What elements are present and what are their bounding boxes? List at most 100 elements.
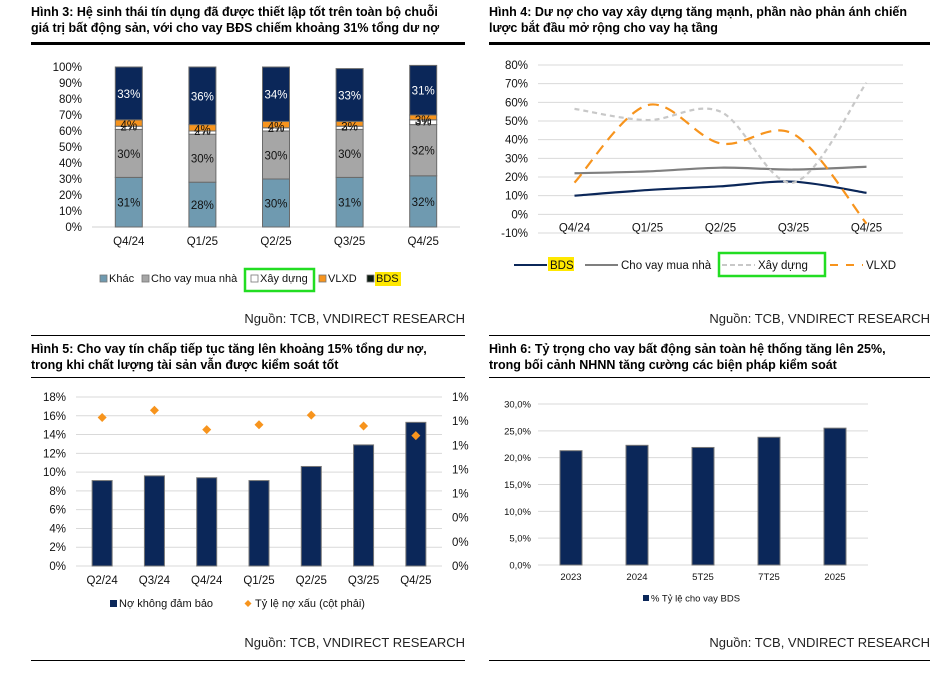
fig6-source: Nguồn: TCB, VNDIRECT RESEARCH	[709, 635, 930, 650]
y-tick-label: 4%	[49, 523, 66, 535]
y-tick-label: 20%	[59, 190, 82, 202]
fig5-source: Nguồn: TCB, VNDIRECT RESEARCH	[244, 635, 465, 650]
y-tick-label: 50%	[505, 116, 528, 128]
data-label: 36%	[191, 91, 214, 103]
data-label: 34%	[264, 90, 287, 102]
bar-no-khong-dam-bao	[405, 421, 427, 567]
y2-tick-label: 0%	[452, 561, 469, 573]
y2-tick-label: 0%	[452, 537, 469, 549]
legend-label: VLXD	[328, 273, 357, 285]
x-tick-label: Q2/24	[86, 575, 118, 587]
legend-swatch	[250, 274, 259, 283]
x-tick-label: Q1/25	[187, 236, 218, 248]
fig5-top-rule	[31, 335, 465, 336]
data-label: 31%	[117, 198, 140, 210]
bar-segment-cho-vay-mua-nhà	[114, 128, 143, 178]
bar-segment-bds	[262, 66, 290, 122]
y-tick-label: 100%	[53, 62, 82, 74]
bar-no-khong-dam-bao	[353, 444, 375, 567]
legend-label: BDS	[550, 260, 574, 272]
data-label: 31%	[338, 198, 361, 210]
y-tick-label: 25,0%	[504, 426, 531, 437]
legend-label: BDS	[376, 273, 399, 285]
legend-swatch	[99, 274, 108, 283]
data-label: 33%	[117, 89, 140, 101]
y-tick-label: 0%	[49, 561, 66, 573]
y-tick-label: 60%	[505, 97, 528, 109]
fig6-top-rule	[489, 335, 930, 336]
series-line-bds	[574, 180, 867, 197]
series-line-cho-vay-mua-nhà	[574, 165, 867, 175]
fig5-bottom-rule	[31, 660, 465, 661]
data-label: 3%	[341, 121, 358, 133]
x-tick-label: Q4/25	[851, 222, 882, 234]
y-tick-label: 40%	[59, 158, 82, 170]
legend-label: Cho vay mua nhà	[151, 273, 238, 285]
y-tick-label: 30%	[505, 153, 528, 165]
y-tick-label: -10%	[501, 228, 528, 240]
data-label: 4%	[120, 120, 137, 132]
data-label: 30%	[264, 199, 287, 211]
y-tick-label: 6%	[49, 505, 66, 517]
marker-ty-le-no-xau	[254, 420, 264, 430]
marker-ty-le-no-xau	[411, 431, 421, 441]
data-label: 28%	[191, 200, 214, 212]
legend-highlight-box	[717, 251, 827, 278]
legend-label: Khác	[109, 273, 135, 285]
y-tick-label: 30,0%	[504, 400, 531, 411]
data-label: 4%	[268, 121, 285, 133]
legend-text-highlight	[375, 272, 401, 286]
data-label: 2%	[341, 121, 358, 133]
fig3-title: Hình 3: Hệ sinh thái tín dụng đã được th…	[31, 4, 439, 36]
x-tick-label: Q2/25	[296, 575, 327, 587]
y-tick-label: 20%	[505, 172, 528, 184]
legend-label: Nợ không đảm bảo	[119, 598, 213, 610]
y-tick-label: 20,0%	[504, 453, 531, 464]
y2-tick-label: 0%	[452, 513, 469, 525]
bar-ty-le-cho-vay-bds	[559, 450, 583, 566]
fig6-bottom-rule	[489, 660, 930, 661]
y-tick-label: 14%	[43, 430, 66, 442]
legend-swatch	[643, 595, 649, 601]
legend-swatch	[244, 600, 252, 607]
fig3-source: Nguồn: TCB, VNDIRECT RESEARCH	[244, 311, 465, 326]
fig3-title-line1: Hình 3: Hệ sinh thái tín dụng đã được th…	[31, 5, 438, 19]
y-tick-label: 10%	[505, 191, 528, 203]
fig4-title-line1: Hình 4: Dư nợ cho vay xây dựng tăng mạnh…	[489, 5, 908, 19]
bar-segment-cho-vay-mua-nhà	[409, 124, 438, 177]
bar-ty-le-cho-vay-bds	[625, 444, 649, 566]
legend-text-highlight	[548, 257, 574, 271]
y-tick-label: 50%	[59, 142, 82, 154]
x-tick-label: 2025	[824, 572, 845, 583]
bar-segment-cho-vay-mua-nhà	[335, 128, 364, 178]
y-tick-label: 10%	[43, 467, 66, 479]
fig3-title-line2: giá trị bất động sản, với cho vay BĐS ch…	[31, 21, 440, 35]
x-tick-label: Q4/25	[400, 575, 431, 587]
bar-segment-khác	[409, 175, 438, 228]
legend-swatch	[366, 274, 375, 283]
data-label: 32%	[412, 197, 435, 209]
y-tick-label: 90%	[59, 78, 82, 90]
bar-segment-bds	[409, 64, 438, 116]
x-tick-label: Q3/25	[778, 222, 809, 234]
y-tick-label: 30%	[59, 174, 82, 186]
legend-label: VLXD	[866, 260, 896, 272]
data-label: 31%	[412, 86, 435, 98]
marker-ty-le-no-xau	[97, 413, 107, 423]
fig3-chart: 0% 10% 20% 30% 40% 50% 60% 70% 80% 90% 100% 31% 30% 2…	[53, 62, 460, 293]
y-tick-label: 0,0%	[509, 561, 531, 572]
fig4-title-line2: lược bắt đầu mở rộng cho vay hạ tầng	[489, 21, 718, 35]
y-tick-label: 70%	[505, 79, 528, 91]
bar-segment-khác	[114, 176, 143, 228]
x-tick-label: Q4/24	[113, 236, 145, 248]
x-tick-label: 5T25	[692, 572, 714, 583]
bar-no-khong-dam-bao	[248, 480, 270, 567]
fig6-chart: 0,0% 5,0% 10,0% 15,0% 20,0% 25,0% 30,0% 2023 202…	[504, 400, 868, 605]
x-tick-label: Q3/24	[139, 575, 171, 587]
bar-segment-bds	[114, 66, 143, 121]
data-label: 3%	[415, 115, 432, 127]
fig4-chart: -10% 0% 10% 20% 30% 40% 50% 60% 70% 80% Q4/24 Q1/25…	[501, 60, 903, 278]
fig3-top-rule	[31, 42, 465, 45]
x-tick-label: Q1/25	[632, 222, 663, 234]
fig5-title: Hình 5: Cho vay tín chấp tiếp tục tăng l…	[31, 341, 427, 373]
